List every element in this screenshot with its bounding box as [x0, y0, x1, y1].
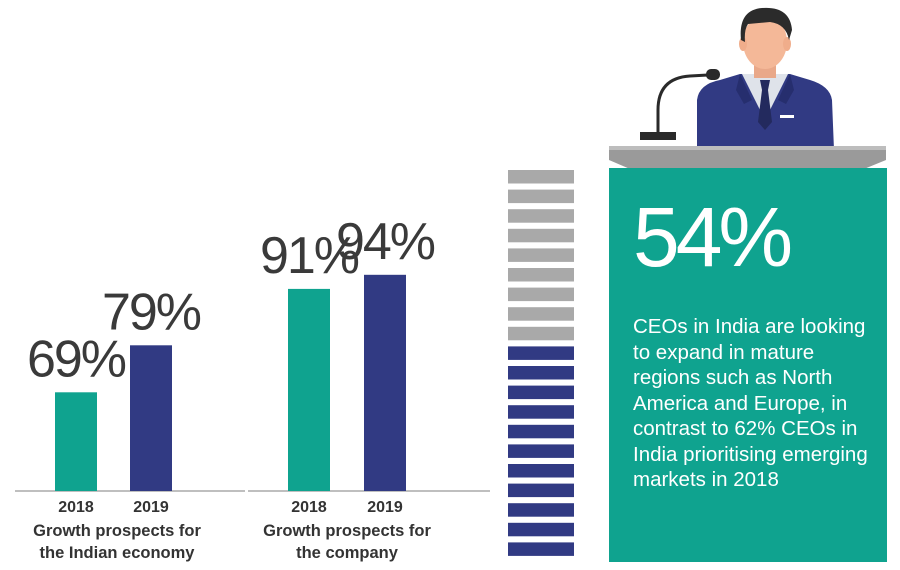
indicator-bar-3	[508, 209, 574, 223]
ear-right	[783, 37, 791, 51]
bar-economy-2018	[55, 392, 97, 491]
tick-label-company-2018: 2018	[291, 499, 327, 516]
indicator-bar-5	[508, 248, 574, 262]
caption-economy-line-1: Growth prospects for	[33, 522, 201, 540]
podium-top	[609, 146, 886, 169]
podium-top-highlight	[609, 146, 886, 150]
value-label-economy-2019: 79%	[102, 283, 201, 341]
bar-company-2019	[364, 274, 406, 491]
indicator-bar-16	[508, 464, 574, 478]
caption-economy: Growth prospects for the Indian economy	[2, 520, 232, 564]
indicator-bar-7	[508, 287, 574, 302]
value-label-economy-2018: 69%	[27, 330, 126, 388]
stat-value: 54%	[633, 190, 793, 284]
indicator-bar-18	[508, 503, 574, 517]
indicator-bar-8	[508, 307, 574, 321]
indicator-bar-10	[508, 346, 574, 360]
stat-description: CEOs in India are looking to expand in m…	[633, 315, 868, 491]
indicator-bar-6	[508, 268, 574, 282]
ear-left	[739, 37, 747, 51]
indicator-bar-12	[508, 385, 574, 400]
indicator-bar-19	[508, 522, 574, 537]
indicator-bar-1	[508, 170, 574, 184]
indicator-bar-17	[508, 483, 574, 498]
stacked-indicator	[508, 170, 574, 556]
bars-layer: 69% 2018 79% 2019 91% 2018 94% 2019	[27, 213, 437, 516]
value-label-company-2019: 94%	[336, 213, 435, 271]
caption-company-line-2: the company	[296, 544, 398, 562]
tie	[758, 80, 772, 130]
stat-panel: 54% CEOs in India are looking to expand …	[609, 168, 887, 562]
lapel-left	[736, 74, 760, 132]
indicator-bar-13	[508, 405, 574, 419]
microphone-head	[706, 69, 720, 80]
bar-company-2018	[288, 288, 330, 491]
indicator-bar-9	[508, 326, 574, 341]
indicator-bar-20	[508, 542, 574, 556]
indicator-bar-15	[508, 444, 574, 458]
tick-label-economy-2018: 2018	[58, 499, 94, 516]
indicator-bar-2	[508, 189, 574, 204]
bar-economy-2019	[130, 345, 172, 491]
caption-company: Growth prospects for the company	[232, 520, 462, 564]
indicator-bar-14	[508, 424, 574, 439]
microphone-stand	[656, 73, 709, 134]
tick-label-economy-2019: 2019	[133, 499, 169, 516]
value-label-company-2018: 91%	[260, 227, 359, 285]
indicator-bar-11	[508, 366, 574, 380]
caption-economy-line-2: the Indian economy	[39, 544, 195, 562]
caption-company-line-1: Growth prospects for	[263, 522, 431, 540]
lapel-right	[770, 74, 794, 132]
ceo-at-podium-icon	[609, 7, 886, 169]
face	[743, 15, 787, 69]
microphone-base	[640, 132, 676, 140]
tick-label-company-2019: 2019	[367, 499, 403, 516]
hair	[740, 7, 792, 43]
pocket-square	[780, 115, 794, 118]
indicator-bar-4	[508, 228, 574, 243]
